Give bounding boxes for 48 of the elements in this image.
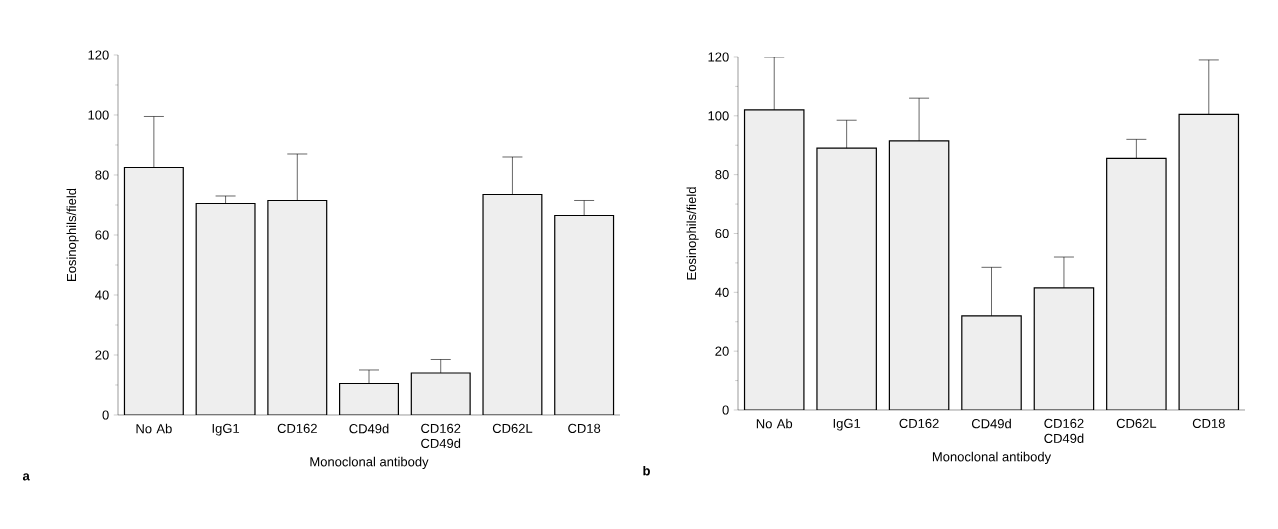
y-tick-label: 80 bbox=[95, 170, 109, 180]
bar bbox=[195, 202, 256, 415]
x-axis-title: Monoclonal antibody bbox=[310, 456, 429, 469]
y-tick-label: 100 bbox=[708, 111, 729, 121]
bar bbox=[743, 109, 805, 410]
x-tick-label: CD49d bbox=[349, 423, 389, 434]
text: a bbox=[22, 473, 30, 481]
bar bbox=[123, 166, 184, 415]
bar bbox=[410, 372, 471, 415]
y-tick-label: 20 bbox=[95, 350, 109, 360]
x-tick-label: No Ab bbox=[136, 423, 172, 434]
y-tick-label: 100 bbox=[88, 110, 109, 120]
x-tick-label: CD162 bbox=[277, 423, 317, 433]
x-tick-label: CD162 CD49d bbox=[1044, 418, 1084, 443]
x-tick-label: CD162 bbox=[899, 418, 939, 428]
x-tick-label: CD62L bbox=[1116, 418, 1157, 428]
x-tick-label: CD62L bbox=[492, 423, 533, 433]
y-tick-label: 40 bbox=[95, 290, 109, 300]
bar bbox=[816, 147, 877, 410]
y-tick-label: 120 bbox=[708, 52, 729, 62]
y-tick-label: 60 bbox=[715, 228, 729, 239]
y-tick-label: 60 bbox=[95, 230, 109, 240]
x-tick-label: IgG1 bbox=[212, 423, 240, 436]
y-tick-label: 80 bbox=[715, 170, 729, 180]
y-tick-label: 0 bbox=[722, 405, 729, 415]
x-tick-label: No Ab bbox=[756, 418, 793, 429]
x-tick-label: CD18 bbox=[1192, 418, 1225, 428]
y-tick-label: 120 bbox=[88, 50, 109, 60]
x-tick-label: CD49d bbox=[971, 418, 1011, 429]
x-tick-label: CD18 bbox=[568, 423, 601, 433]
text: b bbox=[643, 465, 650, 476]
bar bbox=[1178, 113, 1240, 410]
y-tick-label: 20 bbox=[715, 346, 729, 356]
x-axis-title: Monoclonal antibody bbox=[932, 451, 1052, 464]
bar bbox=[339, 382, 400, 415]
y-tick-label: 0 bbox=[102, 410, 109, 420]
bar bbox=[1033, 287, 1095, 410]
y-axis-title: Eosinophils/field bbox=[686, 187, 699, 280]
bar bbox=[554, 214, 615, 415]
bar bbox=[1106, 157, 1167, 410]
bar bbox=[267, 199, 328, 415]
bar bbox=[961, 315, 1022, 410]
x-tick-label: CD162 CD49d bbox=[421, 423, 461, 448]
bar bbox=[482, 193, 543, 415]
x-tick-label: IgG1 bbox=[833, 418, 861, 431]
y-tick-label: 40 bbox=[715, 287, 729, 297]
bar bbox=[888, 140, 950, 410]
y-axis-title: Eosinophils/field bbox=[66, 188, 79, 281]
